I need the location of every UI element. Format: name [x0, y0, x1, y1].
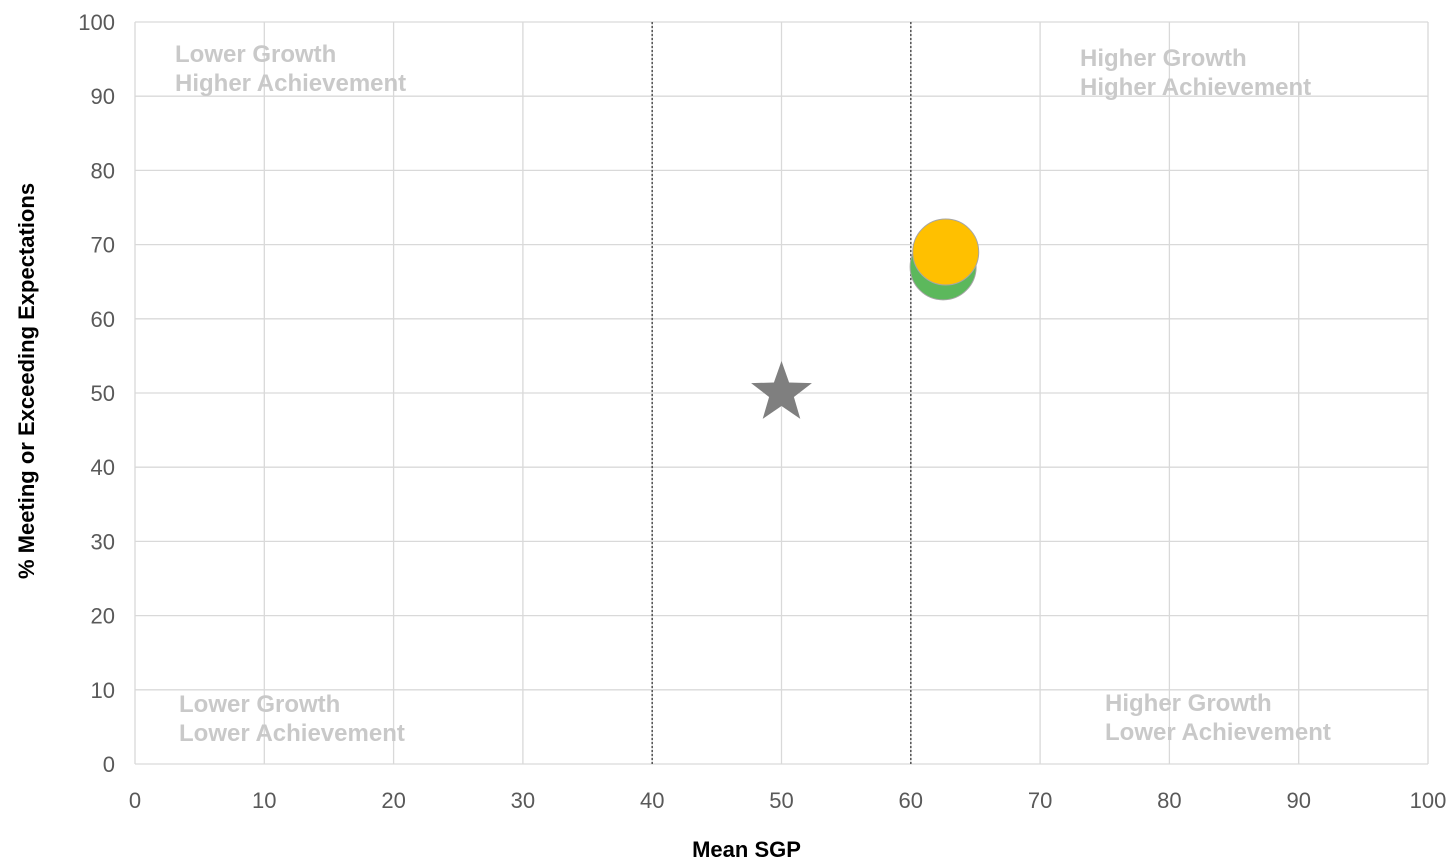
quadrant-label-line: Higher Achievement: [1080, 74, 1311, 101]
gridlines: [134, 21, 1429, 765]
x-tick-label: 50: [769, 788, 793, 813]
x-tick-label: 90: [1286, 788, 1310, 813]
quadrant-label-bottom-right: Higher Growth Lower Achievement: [1105, 690, 1331, 746]
y-axis-title: % Meeting or Exceeding Expectations: [14, 183, 39, 579]
y-tick-label: 50: [91, 381, 115, 406]
x-tick-label: 80: [1157, 788, 1181, 813]
quadrant-label-line: Higher Growth: [1080, 45, 1247, 72]
y-tick-label: 10: [91, 678, 115, 703]
quadrant-label-line: Higher Growth: [1105, 690, 1272, 717]
x-tick-label: 40: [640, 788, 664, 813]
quadrant-label-bottom-left: Lower Growth Lower Achievement: [179, 691, 405, 747]
x-tick-label: 10: [252, 788, 276, 813]
data-point-circle: [912, 218, 980, 286]
quadrant-label-line: Lower Growth: [175, 41, 336, 68]
y-tick-label: 30: [91, 529, 115, 554]
y-tick-label: 90: [91, 84, 115, 109]
y-tick-label: 40: [91, 455, 115, 480]
quadrant-label-line: Higher Achievement: [175, 70, 406, 97]
data-points: [751, 218, 980, 419]
y-tick-label: 70: [91, 233, 115, 258]
quadrant-label-top-right: Higher Growth Higher Achievement: [1080, 45, 1311, 101]
y-tick-label: 60: [91, 307, 115, 332]
quadrant-label-line: Lower Achievement: [179, 720, 405, 747]
y-tick-label: 20: [91, 604, 115, 629]
x-tick-label: 60: [899, 788, 923, 813]
x-tick-label: 0: [129, 788, 141, 813]
quadrant-label-top-left: Lower Growth Higher Achievement: [175, 41, 406, 97]
y-tick-label: 0: [103, 752, 115, 777]
y-tick-label: 100: [78, 10, 115, 35]
x-tick-label: 100: [1410, 788, 1447, 813]
x-tick-label: 70: [1028, 788, 1052, 813]
y-axis-ticks: 0 10 20 30 40 50 60 70 80 90 100: [78, 10, 115, 777]
data-point-star: [751, 361, 812, 419]
y-tick-label: 80: [91, 158, 115, 183]
x-axis-title: Mean SGP: [692, 837, 801, 862]
quadrant-label-line: Lower Achievement: [1105, 719, 1331, 746]
x-tick-label: 30: [511, 788, 535, 813]
x-tick-label: 20: [381, 788, 405, 813]
quadrant-label-line: Lower Growth: [179, 691, 340, 718]
x-axis-ticks: 0 10 20 30 40 50 60 70 80 90 100: [129, 788, 1446, 813]
